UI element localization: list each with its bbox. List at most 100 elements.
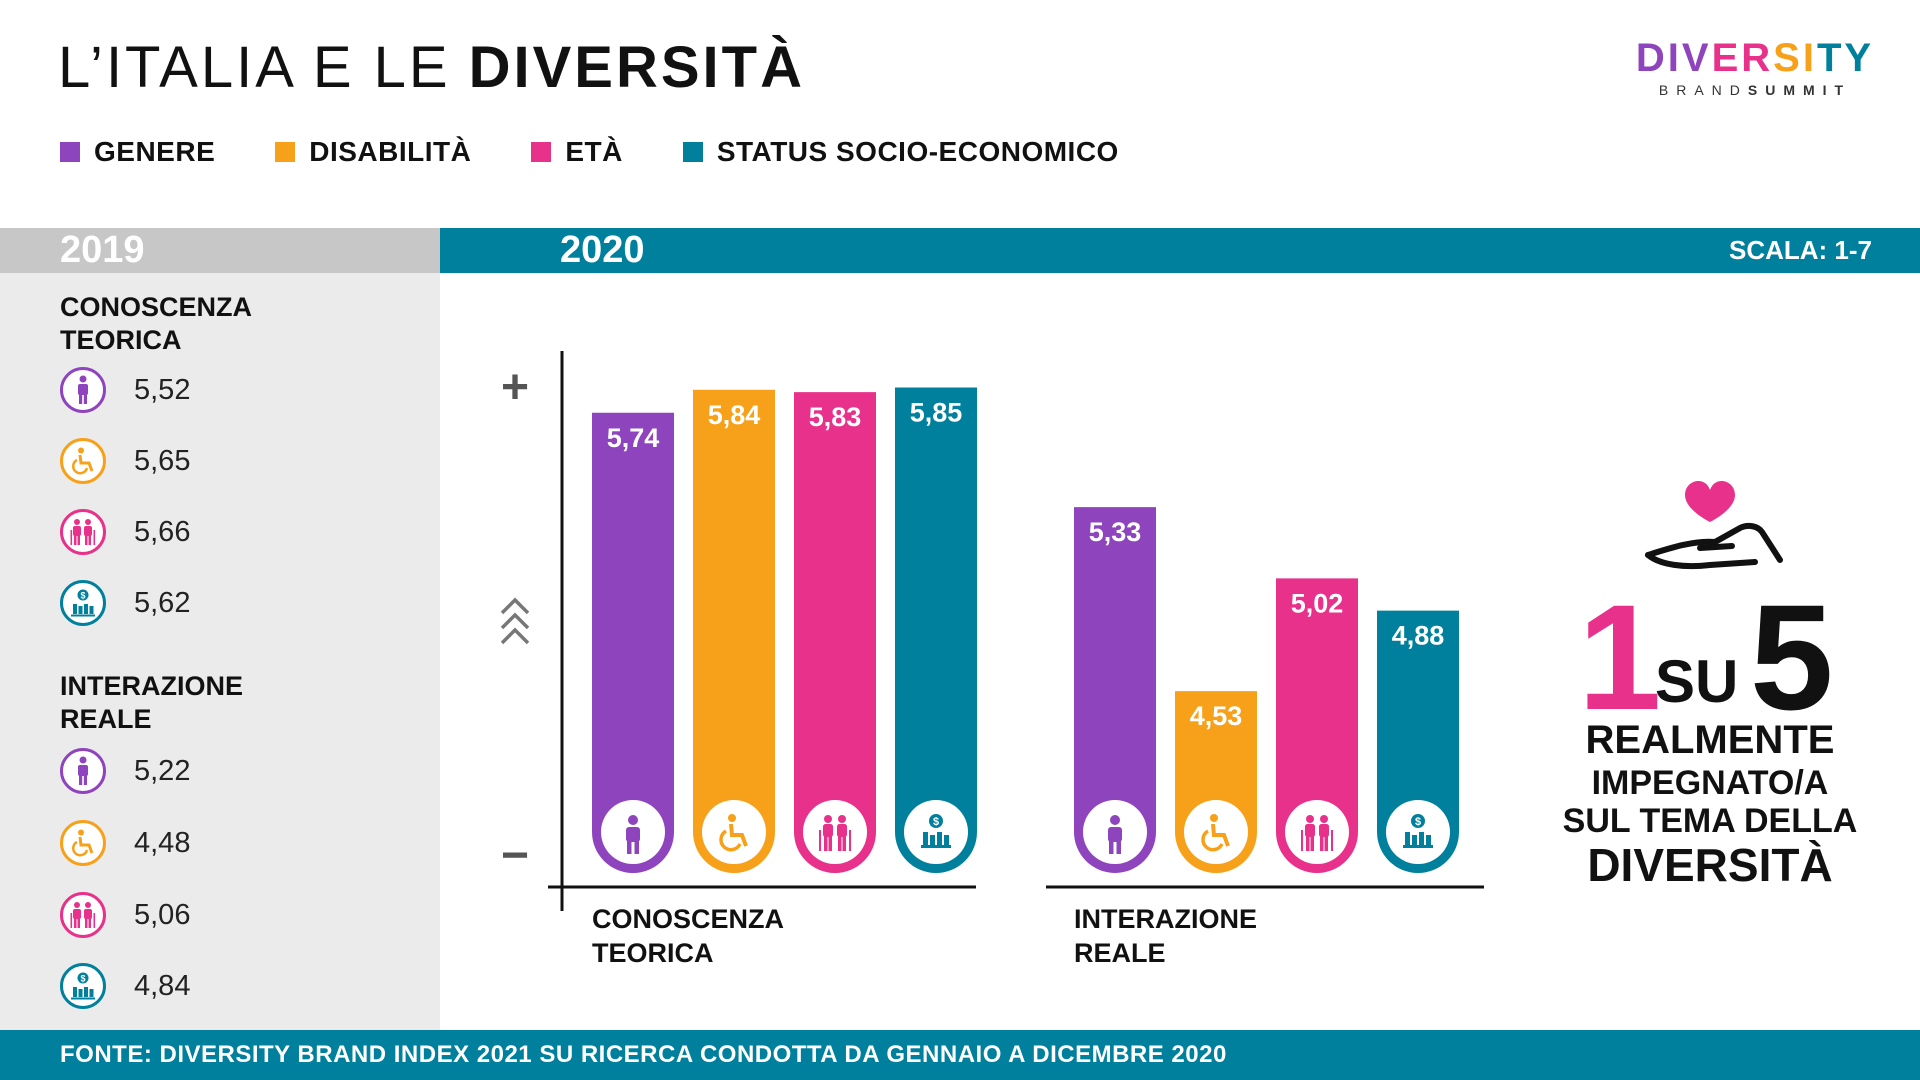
footer-source: FONTE: DIVERSITY BRAND INDEX 2021 SU RIC…	[0, 1030, 1920, 1080]
logo-letter: S	[1773, 36, 1803, 80]
stat-row: 5,52	[60, 367, 190, 413]
bar-interazione-3	[1377, 610, 1459, 873]
callout-number-one: 1	[1578, 573, 1662, 741]
callout-su: SU	[1655, 648, 1739, 715]
svg-text:$: $	[80, 591, 85, 601]
group-label-interazione: INTERAZIONE REALE	[1074, 904, 1258, 968]
callout-line-4: DIVERSITÀ	[1587, 839, 1833, 891]
logo-letter: Y	[1844, 36, 1875, 80]
heart-hand-icon	[1645, 480, 1783, 570]
logo-letter: E	[1711, 36, 1742, 80]
group-label-conoscenza: CONOSCENZA TEORICA	[592, 904, 785, 968]
legend-swatch	[275, 142, 296, 162]
money-chart-icon: $	[60, 580, 106, 626]
bar-value-label: 5,84	[708, 400, 761, 430]
stat-value: 4,48	[134, 826, 191, 859]
footer-source-text: FONTE: DIVERSITY BRAND INDEX 2021 SU RIC…	[60, 1041, 1227, 1068]
legend-item-genere: GENERE	[60, 136, 215, 168]
legend-item-disabilita: DISABILITÀ	[275, 136, 471, 168]
year-2020-label: 2020	[560, 229, 645, 271]
chevron-up-icon	[500, 597, 530, 645]
legend-swatch	[60, 142, 80, 162]
logo-letter: T	[1816, 36, 1845, 80]
bar-icon-badge	[1184, 800, 1248, 864]
stat-row: 5,22	[60, 748, 190, 794]
stat-row: $ 5,62	[60, 580, 190, 626]
section-title-interazione: INTERAZIONE REALE	[60, 671, 244, 734]
stat-row: 5,66	[60, 509, 190, 555]
svg-text:$: $	[80, 974, 85, 984]
bar-icon-badge	[904, 800, 968, 864]
callout-number-five: 5	[1750, 573, 1834, 741]
logo-letter: D	[1635, 36, 1668, 80]
bar-value-label: 5,02	[1291, 588, 1344, 618]
person-icon	[60, 748, 106, 794]
diversity-brand-summit-logo: DIVERSITY BRANDSUMMIT	[1630, 38, 1880, 98]
elderly-couple-icon	[1301, 815, 1333, 851]
year-2019-bar: 2019	[0, 228, 440, 273]
wheelchair-icon	[60, 438, 106, 484]
money-chart-icon: $	[921, 814, 951, 848]
stat-value: 5,62	[134, 586, 191, 619]
title-bold: DIVERSITÀ	[468, 35, 805, 100]
stat-row: 5,06	[60, 892, 190, 938]
logo-subtitle: BRANDSUMMIT	[1658, 82, 1852, 98]
legend-swatch	[531, 142, 552, 162]
bar-value-label: 5,85	[910, 398, 963, 428]
bar-icon-badge	[1386, 800, 1450, 864]
bar-conoscenza-0	[592, 412, 674, 873]
wheelchair-icon	[719, 814, 748, 852]
logo-wordmark: DIVERSITY	[1630, 38, 1880, 78]
logo-letter: V	[1681, 36, 1712, 80]
bar-conoscenza-3	[895, 387, 977, 873]
legend-label: ETÀ	[565, 136, 623, 167]
section-title-conoscenza: CONOSCENZA TEORICA	[60, 292, 253, 355]
money-chart-icon: $	[60, 963, 106, 1009]
legend-item-eta: ETÀ	[531, 136, 623, 168]
callout-line-2: IMPEGNATO/A	[1591, 764, 1829, 802]
person-icon	[60, 367, 106, 413]
stat-value: 4,84	[134, 969, 191, 1002]
year-2020-bar: 2020 SCALA: 1-7	[440, 228, 1920, 273]
stat-row: 5,65	[60, 438, 190, 484]
title-light: L’ITALIA E LE	[58, 35, 451, 100]
money-chart-icon: $	[1403, 814, 1433, 848]
stat-value: 5,66	[134, 515, 191, 548]
person-icon	[1108, 815, 1122, 854]
chart-legend: GENERE DISABILITÀ ETÀ STATUS SOCIO-ECONO…	[60, 136, 1179, 168]
legend-label: GENERE	[94, 136, 216, 167]
elderly-couple-icon	[60, 892, 106, 938]
wheelchair-icon	[60, 820, 106, 866]
legend-item-status: STATUS SOCIO-ECONOMICO	[682, 136, 1119, 168]
callout-text: REALMENTE IMPEGNATO/A SUL TEMA DELLA DIV…	[1560, 720, 1860, 888]
panel-2019: CONOSCENZA TEORICA 5,52 5,65 5,66 $ 5,62…	[0, 273, 440, 1030]
bar-interazione-0	[1074, 507, 1156, 873]
bar-value-label: 5,83	[809, 402, 862, 432]
bar-icon-badge	[702, 800, 766, 864]
bar-icon-badge	[803, 800, 867, 864]
legend-label: DISABILITÀ	[309, 136, 472, 167]
page-title: L’ITALIA E LE DIVERSITÀ	[58, 34, 805, 101]
logo-letter: I	[1802, 36, 1817, 80]
scale-label: SCALA: 1-7	[1728, 235, 1872, 265]
svg-text:$: $	[933, 816, 939, 828]
person-icon	[626, 815, 640, 854]
bar-value-label: 4,53	[1190, 701, 1243, 731]
legend-label: STATUS SOCIO-ECONOMICO	[716, 136, 1119, 167]
stat-value: 5,52	[134, 373, 191, 406]
logo-letter: I	[1667, 36, 1682, 80]
bar-conoscenza-2	[794, 392, 876, 873]
callout-line-1: REALMENTE	[1585, 718, 1835, 762]
wheelchair-icon	[1201, 814, 1230, 852]
axis-mark-plus: +	[501, 361, 529, 414]
bar-value-label: 5,33	[1089, 517, 1142, 547]
elderly-couple-icon	[819, 815, 851, 851]
svg-text:$: $	[1415, 816, 1421, 828]
stat-value: 5,22	[134, 754, 191, 787]
elderly-couple-icon	[60, 509, 106, 555]
legend-swatch	[682, 142, 703, 162]
bar-icon-badge	[1285, 800, 1349, 864]
stat-value: 5,06	[134, 898, 191, 931]
axis-mark-minus: −	[501, 829, 529, 882]
bar-chart-2020: + − 5,74 5,84 5,83 $5,85 5,33 4,53 5,02 $4,88	[500, 351, 1484, 911]
